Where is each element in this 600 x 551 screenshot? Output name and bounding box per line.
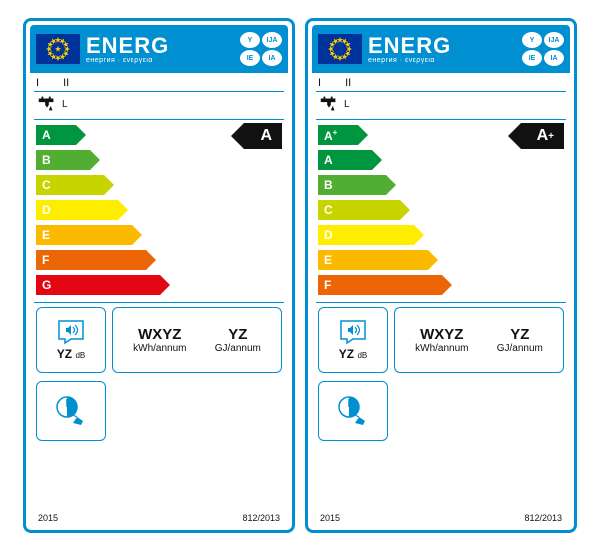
language-chips: Y IJA IE IA <box>240 32 282 66</box>
gj-unit: GJ/annum <box>215 343 261 354</box>
lang-chip: Y <box>522 32 542 48</box>
model-id: II <box>345 77 351 89</box>
kwh-col: WXYZ kWh/annum <box>415 326 468 354</box>
sound-icon <box>339 319 367 345</box>
header: ENERG енергия · ενεργεια Y IJA IE IA <box>312 25 570 73</box>
rating-indicator: A+ <box>521 123 564 149</box>
class-row: F <box>318 274 564 296</box>
header-subtitle: енергия · ενεργεια <box>368 57 516 64</box>
info-row-2 <box>312 377 570 445</box>
rating-indicator: A <box>244 123 282 149</box>
kwh-value: WXYZ <box>415 326 468 343</box>
class-arrow: A+ <box>318 125 358 145</box>
sound-box: YZ dB <box>318 307 388 373</box>
off-peak-icon <box>335 393 371 429</box>
class-row: E <box>36 224 282 246</box>
class-arrow: E <box>36 225 132 245</box>
class-row: E <box>318 249 564 271</box>
gj-col: YZ GJ/annum <box>215 326 261 354</box>
lang-chip: IJA <box>262 32 282 48</box>
lang-chip: IA <box>262 50 282 66</box>
class-row: D <box>318 224 564 246</box>
tap-icon <box>36 95 58 113</box>
sound-value: YZ dB <box>57 347 85 361</box>
model-id: II <box>63 77 69 89</box>
tap-icon <box>318 95 340 113</box>
gj-value: YZ <box>215 326 261 343</box>
class-row: C <box>36 174 282 196</box>
class-arrow: B <box>318 175 386 195</box>
supplier-name: I <box>36 77 39 89</box>
year: 2015 <box>320 513 340 523</box>
header-title: ENERG <box>368 35 516 57</box>
class-row: B <box>318 174 564 196</box>
footer: 2015 812/2013 <box>312 510 570 526</box>
class-arrow: F <box>318 275 442 295</box>
info-row-1: YZ dB WXYZ kWh/annum YZ GJ/annum <box>30 303 288 377</box>
class-arrow: A <box>318 150 372 170</box>
kwh-col: WXYZ kWh/annum <box>133 326 186 354</box>
sound-icon <box>57 319 85 345</box>
class-arrow: D <box>36 200 118 220</box>
lang-chip: IJA <box>544 32 564 48</box>
language-chips: Y IJA IE IA <box>522 32 564 66</box>
lang-chip: IE <box>240 50 260 66</box>
eu-flag-icon <box>318 34 362 64</box>
class-arrow: C <box>36 175 104 195</box>
class-arrow: B <box>36 150 90 170</box>
class-arrow: G <box>36 275 160 295</box>
year: 2015 <box>38 513 58 523</box>
supplier-row: I II <box>312 73 570 91</box>
class-row: F <box>36 249 282 271</box>
lang-chip: IE <box>522 50 542 66</box>
class-arrow: A <box>36 125 76 145</box>
header: ENERG енергия · ενεργεια Y IJA IE IA <box>30 25 288 73</box>
kwh-unit: kWh/annum <box>133 343 186 354</box>
info-row-1: YZ dB WXYZ kWh/annum YZ GJ/annum <box>312 303 570 377</box>
off-peak-box <box>318 381 388 441</box>
load-profile: L <box>62 99 68 110</box>
efficiency-scale: ABCDEFGA <box>30 120 288 302</box>
supplier-name: I <box>318 77 321 89</box>
class-row: B <box>36 149 282 171</box>
header-subtitle: енергия · ενεργεια <box>86 57 234 64</box>
header-title: ENERG <box>86 35 234 57</box>
gj-value: YZ <box>497 326 543 343</box>
class-row: A <box>318 149 564 171</box>
tap-row: L <box>312 92 570 119</box>
class-arrow: D <box>318 225 414 245</box>
class-arrow: F <box>36 250 146 270</box>
supplier-row: I II <box>30 73 288 91</box>
off-peak-box <box>36 381 106 441</box>
class-row: D <box>36 199 282 221</box>
off-peak-icon <box>53 393 89 429</box>
sound-box: YZ dB <box>36 307 106 373</box>
energy-box: WXYZ kWh/annum YZ GJ/annum <box>112 307 282 373</box>
regulation: 812/2013 <box>242 513 280 523</box>
kwh-value: WXYZ <box>133 326 186 343</box>
efficiency-scale: A+ ABCDEF A+ <box>312 120 570 302</box>
class-arrow: C <box>318 200 400 220</box>
energy-label-left: ENERG енергия · ενεργεια Y IJA IE IA I I… <box>23 18 295 533</box>
energy-label-right: ENERG енергия · ενεργεια Y IJA IE IA I I… <box>305 18 577 533</box>
regulation: 812/2013 <box>524 513 562 523</box>
footer: 2015 812/2013 <box>30 510 288 526</box>
gj-unit: GJ/annum <box>497 343 543 354</box>
class-arrow: E <box>318 250 428 270</box>
eu-flag-icon <box>36 34 80 64</box>
class-row: G <box>36 274 282 296</box>
lang-chip: Y <box>240 32 260 48</box>
load-profile: L <box>344 99 350 110</box>
kwh-unit: kWh/annum <box>415 343 468 354</box>
tap-row: L <box>30 92 288 119</box>
info-row-2 <box>30 377 288 445</box>
class-row: C <box>318 199 564 221</box>
energy-box: WXYZ kWh/annum YZ GJ/annum <box>394 307 564 373</box>
header-title-block: ENERG енергия · ενεργεια <box>368 35 516 64</box>
lang-chip: IA <box>544 50 564 66</box>
sound-value: YZ dB <box>339 347 367 361</box>
header-title-block: ENERG енергия · ενεργεια <box>86 35 234 64</box>
gj-col: YZ GJ/annum <box>497 326 543 354</box>
